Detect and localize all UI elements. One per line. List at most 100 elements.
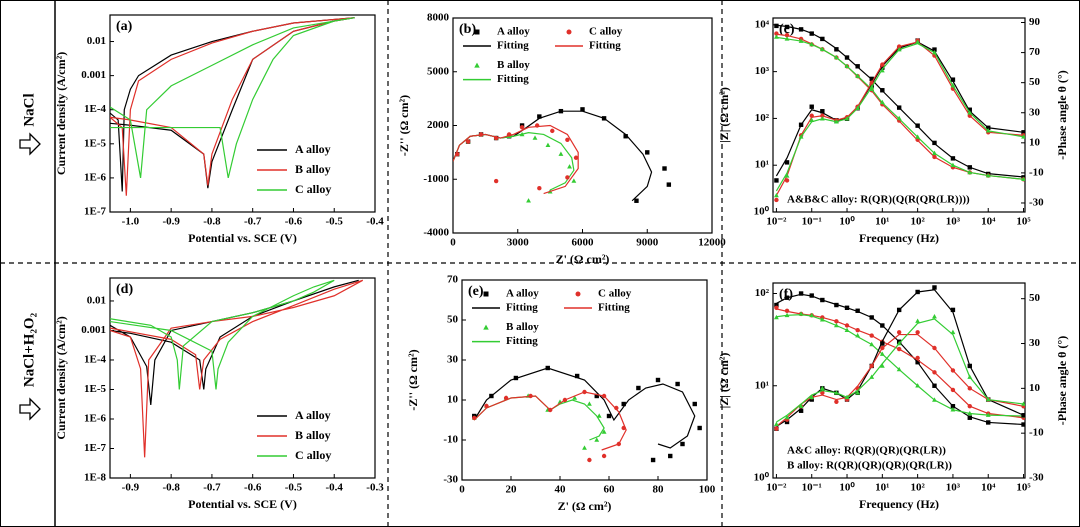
legend-label: C alloy (598, 288, 632, 300)
x-tick-label: 6000 (572, 237, 595, 249)
y-axis-title: Current density (A/cm²) (54, 52, 68, 175)
legend-label: B alloy (295, 162, 331, 176)
y2-tick-label: 30 (1029, 106, 1041, 118)
x-tick-label: 40 (555, 484, 567, 496)
y-tick-label: 10¹ (755, 159, 769, 171)
data-point (819, 385, 825, 391)
y-axis-title: -Z'' (Ω cm²) (406, 349, 420, 410)
plot-area (774, 23, 1025, 203)
x-tick-label: -0.4 (326, 482, 344, 494)
data-point (896, 330, 902, 335)
x-tick-label: -0.5 (326, 216, 344, 228)
data-point (774, 178, 779, 183)
row-arrow (19, 397, 41, 421)
x-tick-label: 10⁵ (1016, 482, 1031, 494)
legend-label: A alloy (506, 288, 539, 300)
data-point (697, 425, 702, 431)
x-tick-label: 10⁰ (839, 482, 855, 494)
annotation: B alloy: R(QR)(QR)(QR)(QR(LR)) (787, 460, 952, 472)
y-tick-label: 50 (447, 314, 459, 326)
y-tick-label: 1E-6 (84, 171, 107, 183)
data-point (668, 453, 673, 459)
data-point (574, 373, 580, 379)
y-tick-label: 5000 (427, 65, 450, 77)
data-point (784, 419, 790, 425)
data-point (809, 397, 814, 402)
data-point (932, 285, 937, 290)
x-tick-label: 3000 (507, 237, 530, 249)
panel-label: (d) (116, 282, 133, 297)
data-point (537, 186, 542, 191)
y-tick-label: 1E-5 (84, 137, 107, 149)
legend-swatch (483, 324, 489, 330)
legend-label: A alloy (497, 26, 530, 38)
data-point (798, 291, 804, 296)
x-tick-label: 10⁻¹ (802, 216, 822, 228)
y-tick-label: 8000 (427, 12, 450, 24)
data-point (526, 198, 531, 203)
y-tick-label: 10⁰ (754, 206, 770, 218)
data-point (572, 395, 578, 400)
panel-label: (b) (459, 22, 476, 37)
data-point (915, 39, 921, 44)
panel-label: (e) (468, 284, 484, 299)
data-point (606, 413, 612, 419)
data-point (573, 155, 579, 160)
x-tick-label: 60 (604, 484, 616, 496)
data-point (545, 142, 551, 147)
legend-label: B alloy (497, 59, 530, 71)
data-point (596, 413, 602, 418)
series-line (775, 42, 1024, 192)
y-axis-title: |Z| (Ω cm²) (717, 87, 731, 143)
data-point (784, 173, 790, 178)
series-line (775, 41, 1024, 196)
legend-label: Fitting (506, 335, 538, 347)
data-point (580, 107, 585, 112)
x-axis-title: Z' (Ω cm²) (556, 252, 610, 266)
data-point (774, 426, 779, 431)
data-point (662, 166, 667, 171)
x-tick-label: -0.9 (162, 216, 180, 228)
plot-area (471, 365, 702, 463)
x-tick-label: -0.5 (285, 482, 303, 494)
x-axis-title: Z' (Ω cm²) (558, 499, 612, 513)
x-tick-label: 10⁴ (981, 216, 996, 228)
data-point (675, 381, 680, 387)
data-point (915, 318, 921, 323)
legend-swatch (474, 62, 480, 68)
x-axis-title: Potential vs. SCE (V) (188, 231, 297, 245)
data-point (655, 377, 661, 383)
data-point (680, 441, 685, 447)
x-tick-label: -0.6 (244, 482, 262, 494)
x-tick-label: -0.7 (203, 482, 221, 494)
data-point (774, 302, 779, 308)
x-tick-label: 10⁴ (981, 482, 996, 494)
series-line (110, 17, 355, 179)
data-point (493, 178, 499, 184)
legend-label: Fitting (497, 40, 529, 52)
y2-tick-label: 50 (1029, 76, 1041, 88)
y2-tick-label: -10 (1029, 427, 1044, 439)
series-line (453, 110, 653, 202)
annotation: A&C alloy: R(QR)(QR)(QR(LR)) (787, 445, 946, 457)
y-tick-label: -10 (443, 434, 458, 446)
x-tick-label: 10¹ (875, 482, 889, 494)
series-line (453, 124, 579, 195)
data-point (784, 160, 790, 165)
y-tick-label: 10² (755, 287, 770, 299)
x-tick-label: 20 (506, 484, 518, 496)
x-tick-label: 10⁰ (839, 216, 855, 228)
x-tick-label: 80 (653, 484, 665, 496)
x-tick-label: 0 (450, 237, 456, 249)
y-tick-label: 2000 (427, 119, 450, 131)
panel-label: (a) (116, 19, 133, 34)
y2-tick-label: 50 (1029, 292, 1041, 304)
series-line (110, 279, 364, 458)
x-tick-label: 10³ (946, 482, 961, 494)
plot-area (110, 279, 364, 458)
data-point (896, 115, 902, 121)
y2-tick-label: 10 (1029, 136, 1041, 148)
legend-swatch (575, 291, 581, 297)
data-point (692, 401, 697, 407)
data-point (519, 125, 525, 130)
